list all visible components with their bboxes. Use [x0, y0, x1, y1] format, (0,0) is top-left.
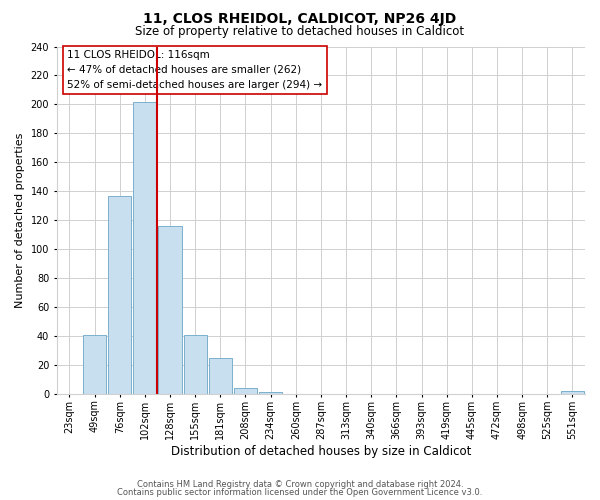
Bar — [83, 334, 106, 394]
Text: Size of property relative to detached houses in Caldicot: Size of property relative to detached ho… — [136, 25, 464, 38]
Bar — [184, 334, 207, 394]
Bar — [561, 391, 584, 394]
Bar — [259, 392, 282, 394]
Bar — [108, 196, 131, 394]
Bar — [234, 388, 257, 394]
Bar — [158, 226, 182, 394]
X-axis label: Distribution of detached houses by size in Caldicot: Distribution of detached houses by size … — [171, 444, 471, 458]
Bar — [209, 358, 232, 394]
Text: 11, CLOS RHEIDOL, CALDICOT, NP26 4JD: 11, CLOS RHEIDOL, CALDICOT, NP26 4JD — [143, 12, 457, 26]
Text: 11 CLOS RHEIDOL: 116sqm
← 47% of detached houses are smaller (262)
52% of semi-d: 11 CLOS RHEIDOL: 116sqm ← 47% of detache… — [67, 50, 323, 90]
Text: Contains HM Land Registry data © Crown copyright and database right 2024.: Contains HM Land Registry data © Crown c… — [137, 480, 463, 489]
Text: Contains public sector information licensed under the Open Government Licence v3: Contains public sector information licen… — [118, 488, 482, 497]
Bar — [133, 102, 157, 394]
Y-axis label: Number of detached properties: Number of detached properties — [15, 132, 25, 308]
